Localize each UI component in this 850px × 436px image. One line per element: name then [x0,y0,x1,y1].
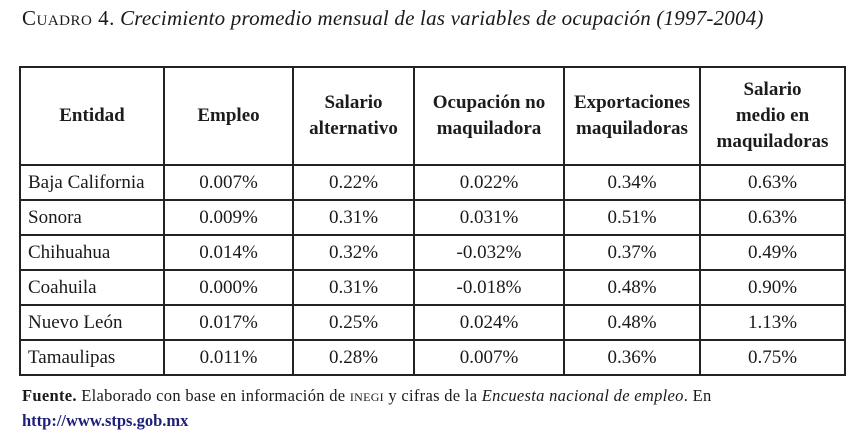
cell-salario-alternativo: 0.25% [292,304,415,341]
cell-salario-medio-maquiladoras: 0.75% [699,339,846,376]
caption-text: Crecimiento promedio mensual de las vari… [120,6,764,30]
table-row: Tamaulipas 0.011% 0.28% 0.007% 0.36% 0.7… [19,339,846,376]
header-salario-alternativo-line-1: Salario [324,92,383,113]
source-org: inegi [349,386,384,405]
source-note: Fuente. Elaborado con base en informació… [22,386,842,406]
cell-exportaciones-maquiladoras: 0.51% [563,199,701,236]
header-ocupacion-line-2: maquiladora [436,118,542,139]
cell-ocupacion-no-maquiladora: 0.031% [413,199,565,236]
cell-empleo: 0.000% [163,269,294,306]
source-text-3: . En [683,386,712,405]
cell-exportaciones-maquiladoras: 0.48% [563,304,701,341]
cell-ocupacion-no-maquiladora: 0.007% [413,339,565,376]
header-exportaciones-maquiladoras: Exportaciones maquiladoras [563,66,701,166]
table-row: Nuevo León 0.017% 0.25% 0.024% 0.48% 1.1… [19,304,846,341]
cell-empleo: 0.011% [163,339,294,376]
header-entidad-line-1: Entidad [59,105,125,126]
cell-salario-alternativo: 0.31% [292,269,415,306]
cell-exportaciones-maquiladoras: 0.37% [563,234,701,271]
cell-salario-medio-maquiladoras: 0.63% [699,164,846,201]
header-empleo: Empleo [163,66,294,166]
cell-entidad: Tamaulipas [19,339,165,376]
cell-exportaciones-maquiladoras: 0.36% [563,339,701,376]
cell-entidad: Baja California [19,164,165,201]
header-salario-medio-line-1: Salario [743,79,802,100]
header-salario-alternativo-line-2: alternativo [309,118,398,139]
cell-entidad: Chihuahua [19,234,165,271]
cell-salario-medio-maquiladoras: 1.13% [699,304,846,341]
header-salario-medio-line-3: maquiladoras [716,131,829,152]
cell-ocupacion-no-maquiladora: -0.018% [413,269,565,306]
cell-ocupacion-no-maquiladora: -0.032% [413,234,565,271]
header-salario-alternativo: Salario alternativo [292,66,415,166]
header-exportaciones-line-2: maquiladoras [576,118,688,139]
header-salario-medio-line-2: medio en [735,105,810,126]
cell-entidad: Sonora [19,199,165,236]
source-text-2: y cifras de la [383,386,482,405]
cell-ocupacion-no-maquiladora: 0.024% [413,304,565,341]
cell-salario-medio-maquiladoras: 0.63% [699,199,846,236]
header-salario-medio-maquiladoras: Salario medio en maquiladoras [699,66,846,166]
caption-label: Cuadro 4. [22,6,115,30]
cell-salario-alternativo: 0.22% [292,164,415,201]
cell-empleo: 0.014% [163,234,294,271]
header-ocupacion-no-maquiladora: Ocupación no maquiladora [413,66,565,166]
cell-salario-alternativo: 0.28% [292,339,415,376]
cell-salario-medio-maquiladoras: 0.90% [699,269,846,306]
table-row: Chihuahua 0.014% 0.32% -0.032% 0.37% 0.4… [19,234,846,271]
table-row: Baja California 0.007% 0.22% 0.022% 0.34… [19,164,846,201]
cell-exportaciones-maquiladoras: 0.48% [563,269,701,306]
occupation-growth-table: Entidad Empleo Salario alternativo Ocupa… [19,66,846,376]
cell-salario-alternativo: 0.32% [292,234,415,271]
header-entidad: Entidad [19,66,165,166]
source-lead: Fuente. [22,386,77,405]
header-ocupacion-line-1: Ocupación no [432,92,546,113]
cell-entidad: Coahuila [19,269,165,306]
cell-entidad: Nuevo León [19,304,165,341]
header-empleo-line-1: Empleo [197,105,260,126]
table-caption: Cuadro 4. Crecimiento promedio mensual d… [22,6,842,31]
source-text-1: Elaborado con base en información de [76,386,350,405]
table-row: Coahuila 0.000% 0.31% -0.018% 0.48% 0.90… [19,269,846,306]
cell-empleo: 0.017% [163,304,294,341]
source-survey-title: Encuesta nacional de empleo [481,386,684,405]
table-header-row: Entidad Empleo Salario alternativo Ocupa… [19,66,846,166]
cell-ocupacion-no-maquiladora: 0.022% [413,164,565,201]
cell-empleo: 0.007% [163,164,294,201]
cell-exportaciones-maquiladoras: 0.34% [563,164,701,201]
cell-salario-medio-maquiladoras: 0.49% [699,234,846,271]
cell-salario-alternativo: 0.31% [292,199,415,236]
cell-empleo: 0.009% [163,199,294,236]
header-exportaciones-line-1: Exportaciones [573,92,691,113]
table-row: Sonora 0.009% 0.31% 0.031% 0.51% 0.63% [19,199,846,236]
source-link[interactable]: http://www.stps.gob.mx [22,411,189,430]
